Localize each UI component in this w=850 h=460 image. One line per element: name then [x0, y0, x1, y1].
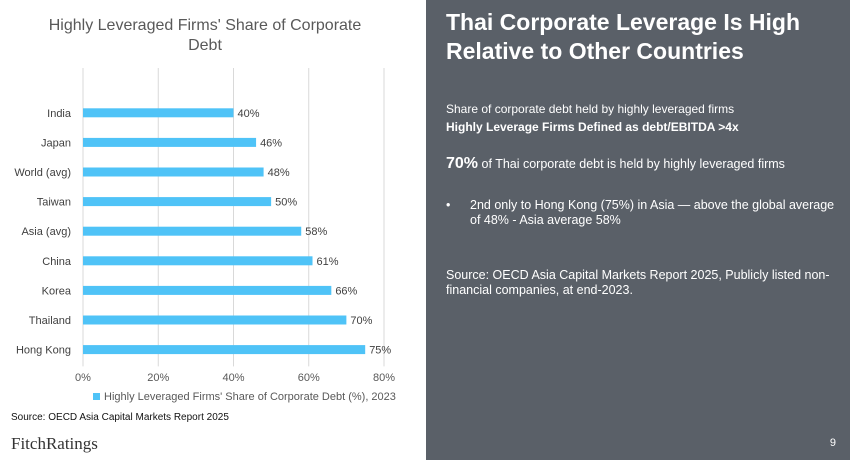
data-label: 70%: [350, 315, 372, 327]
x-tick-label: 80%: [373, 372, 395, 384]
category-label: Japan: [41, 137, 71, 149]
bar: [83, 256, 313, 266]
data-label: 40%: [238, 108, 260, 120]
bar: [83, 345, 366, 355]
bar: [83, 285, 332, 295]
fitch-ratings-logo: FitchRatings: [11, 434, 98, 453]
x-tick-label: 0%: [75, 372, 91, 384]
category-label: World (avg): [14, 167, 71, 179]
data-label: 48%: [268, 167, 290, 179]
highlight-number: 70%: [446, 155, 479, 172]
highlight-text: of Thai corporate debt is held by highly…: [481, 157, 785, 171]
text-panel: Thai Corporate Leverage Is High Relative…: [426, 0, 850, 460]
category-label: Taiwan: [37, 197, 71, 209]
category-label: China: [42, 256, 72, 268]
bar: [83, 226, 302, 236]
bullet-text: 2nd only to Hong Kong (75%) in Asia — ab…: [470, 198, 835, 227]
data-label: 66%: [335, 285, 357, 297]
panel-title: Thai Corporate Leverage Is High Relative…: [446, 9, 801, 64]
page-number: 9: [829, 437, 836, 449]
category-label: India: [47, 108, 72, 120]
category-label: Hong Kong: [16, 345, 71, 357]
panel-subtitle: Share of corporate debt held by highly l…: [446, 102, 735, 116]
data-label: 61%: [317, 256, 339, 268]
category-label: Asia (avg): [21, 226, 71, 238]
panel-source: Source: OECD Asia Capital Markets Report…: [446, 268, 830, 297]
bar: [83, 315, 347, 325]
highlight-statement: 70% of Thai corporate debt is held by hi…: [446, 155, 785, 173]
category-label: Thailand: [29, 315, 71, 327]
category-label: Korea: [42, 285, 72, 297]
bar: [83, 167, 264, 177]
chart-title: Highly Leveraged Firms' Share of Corpora…: [48, 17, 362, 54]
legend-label: Highly Leveraged Firms' Share of Corpora…: [104, 391, 396, 403]
bar: [83, 197, 272, 207]
bar-chart: 0% 20% 40% 60% 80% India 40% Japan 46% World (avg…: [14, 68, 396, 403]
chart-panel: Highly Leveraged Firms' Share of Corpora…: [11, 17, 396, 453]
panel-definition: Highly Leverage Firms Defined as debt/EB…: [446, 120, 739, 134]
source-note: Source: OECD Asia Capital Markets Report…: [11, 412, 229, 423]
bar: [83, 137, 257, 147]
data-label: 75%: [369, 345, 391, 357]
x-tick-label: 20%: [147, 372, 169, 384]
x-tick-label: 60%: [298, 372, 320, 384]
data-label: 50%: [275, 197, 297, 209]
legend-swatch: [93, 393, 100, 400]
x-tick-label: 40%: [222, 372, 244, 384]
data-label: 46%: [260, 137, 282, 149]
data-label: 58%: [305, 226, 327, 238]
bullet-marker: •: [446, 198, 451, 212]
bar: [83, 108, 234, 118]
